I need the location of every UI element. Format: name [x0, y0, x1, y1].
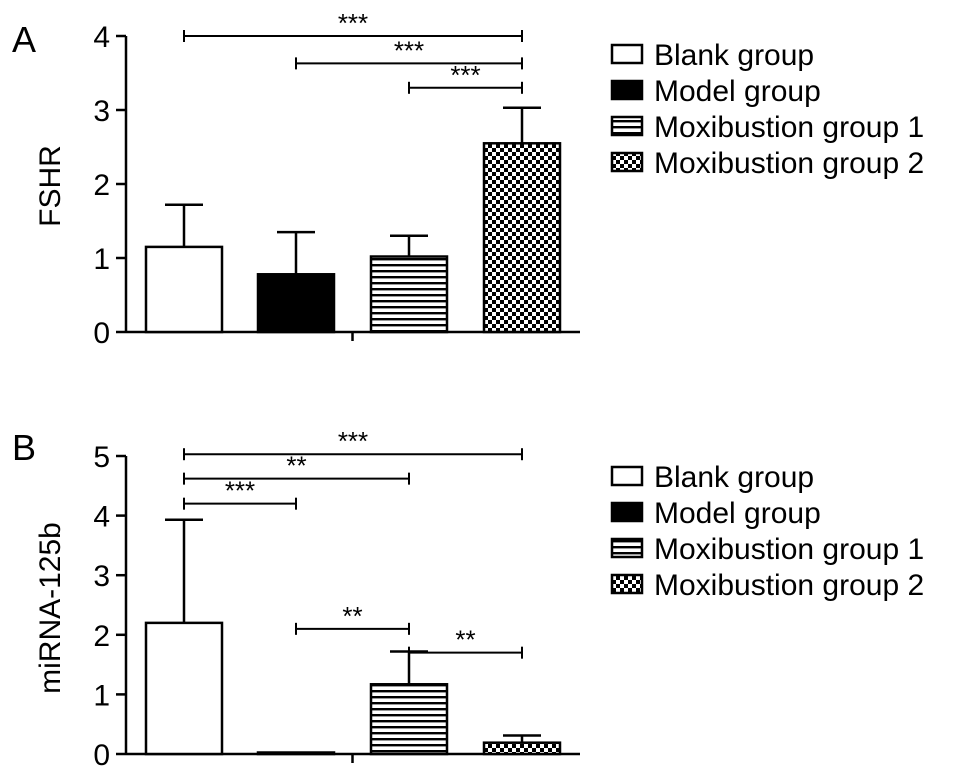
y-tick-label: 0: [93, 739, 110, 772]
legend-label: Blank group: [654, 39, 814, 72]
significance-brackets-a: *** *** ***: [183, 8, 523, 94]
legend-swatch: [610, 43, 644, 65]
bar: [482, 142, 562, 334]
legend-swatch: [610, 573, 644, 595]
y-tick-label: 1: [93, 243, 110, 276]
legend-swatch: [610, 79, 644, 101]
legend-swatch: [610, 151, 644, 173]
legend-label: Moxibustion group 2: [654, 569, 924, 602]
legend-label: Moxibustion group 2: [654, 147, 924, 180]
bar: [369, 683, 449, 756]
significance-label: ***: [394, 35, 424, 65]
axes-a: 0 1 2 3 4: [93, 21, 580, 350]
legend-label: Moxibustion group 1: [654, 533, 924, 566]
legend-swatch: [610, 465, 644, 487]
significance-brackets-b: ************: [183, 426, 523, 659]
error-bars-a: [165, 106, 541, 275]
legend-label: Model group: [654, 497, 821, 530]
legend-label: Moxibustion group 1: [654, 111, 924, 144]
legend-swatch: [610, 537, 644, 559]
y-tick-label: 0: [93, 317, 110, 350]
y-axis-label-b: miRNA-125b: [34, 522, 67, 694]
y-tick-label: 2: [93, 169, 110, 202]
y-tick-label: 1: [93, 679, 110, 712]
bar: [144, 245, 224, 334]
significance-label: ***: [338, 426, 368, 456]
y-axis-label-a: FSHR: [34, 145, 67, 227]
bars-a: [144, 142, 562, 334]
panel-label-b: B: [12, 427, 36, 468]
y-tick-label: 3: [93, 95, 110, 128]
y-tick-label: 4: [93, 21, 110, 54]
error-bars-b: [165, 518, 541, 743]
legend-swatch: [610, 115, 644, 137]
significance-label: **: [455, 625, 475, 655]
legend-label: Model group: [654, 75, 821, 108]
y-tick-label: 5: [93, 441, 110, 474]
bar: [256, 751, 336, 756]
bars-b: [144, 621, 562, 756]
bar: [482, 741, 562, 756]
bar: [144, 621, 224, 756]
bar: [256, 273, 336, 334]
significance-label: ***: [338, 8, 368, 38]
significance-label: ***: [450, 60, 480, 90]
y-tick-label: 3: [93, 560, 110, 593]
significance-label: **: [286, 451, 306, 481]
panel-a: A FSHR 0 1 2 3 4 *** *** *** Blank groupModel …: [12, 8, 924, 350]
y-tick-label: 4: [93, 501, 110, 534]
bar: [369, 255, 449, 334]
legend-label: Blank group: [654, 461, 814, 494]
significance-label: **: [342, 601, 362, 631]
y-tick-label: 2: [93, 620, 110, 653]
legend-swatch: [610, 501, 644, 523]
panel-label-a: A: [12, 19, 36, 60]
significance-label: ***: [225, 476, 255, 506]
